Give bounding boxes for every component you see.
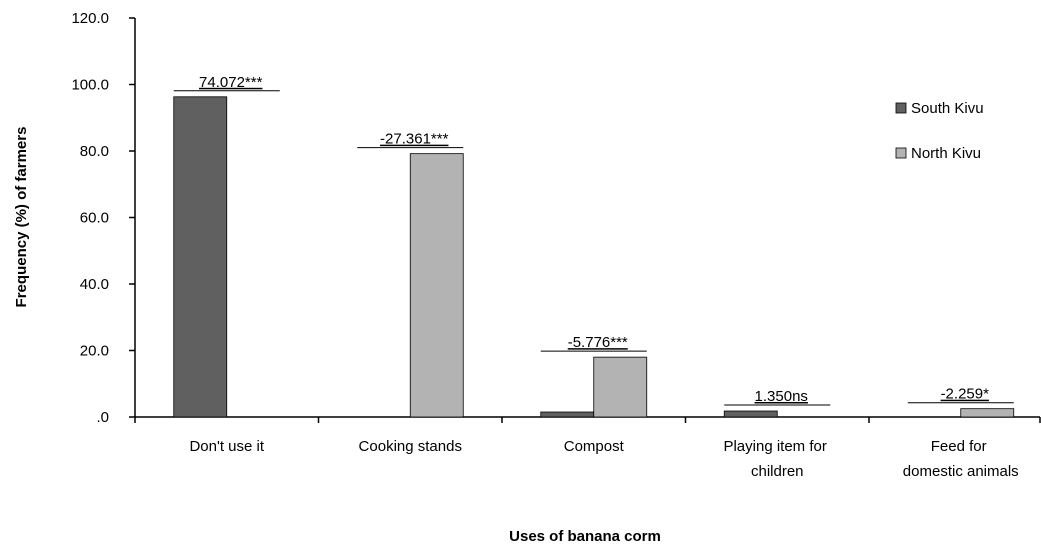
- bar: [593, 356, 648, 418]
- bar: [173, 96, 228, 418]
- bar: [409, 153, 464, 418]
- bar: [540, 411, 595, 418]
- annotation: 74.072***: [199, 74, 263, 91]
- annotation: 1.350ns: [755, 388, 808, 405]
- y-tick-label: 120.0: [71, 10, 109, 27]
- x-axis-label: Uses of banana corm: [509, 528, 661, 545]
- x-tick-label: Playing item for children: [723, 438, 831, 480]
- y-tick-label: .0: [96, 409, 109, 426]
- y-tick-label: 80.0: [80, 143, 109, 160]
- y-tick-label: 20.0: [80, 343, 109, 360]
- bar: [723, 410, 778, 418]
- annotation: -27.361***: [380, 131, 449, 148]
- x-tick-label: Compost: [564, 438, 625, 455]
- bar: [960, 408, 1015, 418]
- annotation: -2.259*: [941, 386, 990, 403]
- x-tick-label: Cooking stands: [359, 438, 462, 455]
- legend-swatch: [895, 147, 907, 159]
- y-tick-label: 40.0: [80, 276, 109, 293]
- y-tick-label: 60.0: [80, 210, 109, 227]
- y-axis-label: Frequency (%) of farmers: [13, 127, 30, 308]
- annotation: -5.776***: [568, 334, 628, 351]
- legend-label: South Kivu: [911, 100, 984, 117]
- x-tick-label: Don't use it: [189, 438, 264, 455]
- x-tick-label: Feed for domestic animals: [903, 438, 1019, 480]
- legend-swatch: [895, 102, 907, 114]
- legend-label: North Kivu: [911, 145, 981, 162]
- y-tick-label: 100.0: [71, 77, 109, 94]
